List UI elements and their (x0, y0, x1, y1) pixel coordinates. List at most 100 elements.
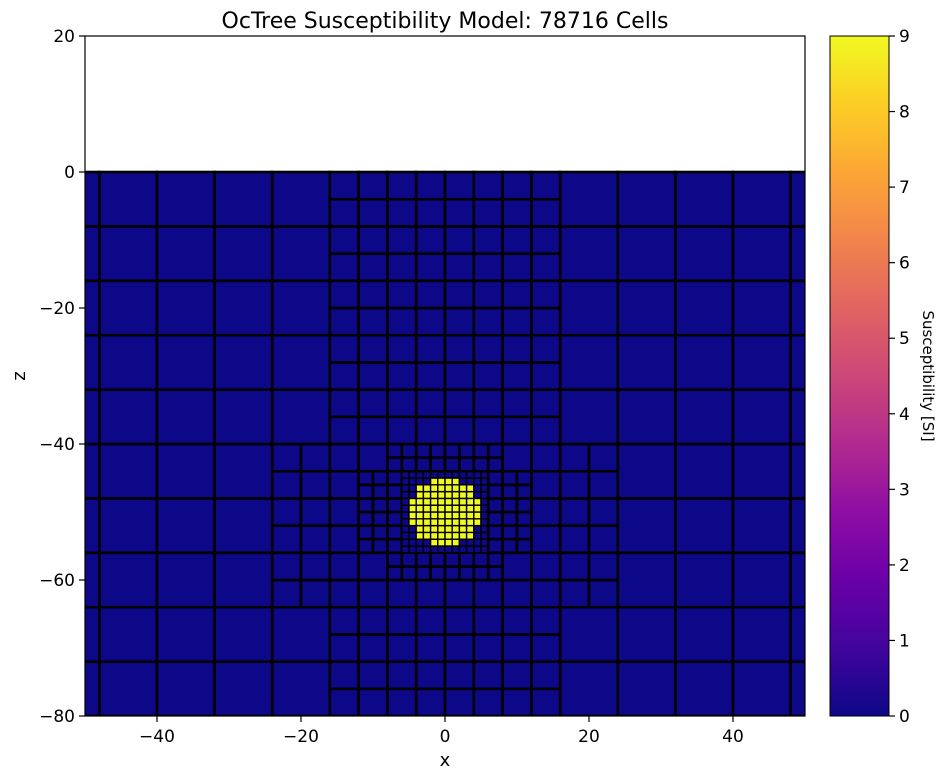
mesh-cell (458, 565, 476, 582)
mesh-cell (414, 415, 447, 446)
mesh-cell (371, 483, 389, 500)
mesh-cell (501, 524, 519, 541)
mesh-cell (443, 415, 476, 446)
mesh-cell (789, 605, 805, 663)
mesh-cell (789, 333, 805, 391)
mesh-cell (386, 524, 404, 541)
mesh-cell (472, 605, 504, 636)
mesh-cell (731, 660, 792, 716)
anomaly-cell (422, 524, 432, 534)
mesh-cell (472, 252, 504, 283)
anomaly-cell (451, 524, 461, 534)
mesh-cell (472, 687, 504, 716)
anomaly-cell (473, 497, 482, 506)
mesh-cell (515, 497, 533, 514)
mesh-cell (501, 306, 533, 337)
mesh-cell (299, 551, 332, 582)
mesh-cell (357, 537, 375, 555)
mesh-cell (401, 490, 410, 500)
anomaly-cell (473, 511, 482, 520)
anomaly-cell (429, 518, 439, 527)
x-tick-label: −40 (139, 727, 175, 747)
mesh-cell (270, 279, 332, 337)
mesh-cell (444, 545, 453, 554)
mesh-cell (328, 551, 360, 582)
mesh-cell (530, 170, 562, 201)
mesh-cell (501, 497, 519, 514)
mesh-cell (401, 518, 410, 527)
mesh-cell (422, 538, 432, 547)
mesh-cell (473, 484, 482, 493)
mesh-cell (501, 333, 533, 364)
mesh-cell (328, 415, 360, 446)
anomaly-cell (415, 484, 425, 493)
mesh-cell (674, 551, 735, 609)
mesh-cell (616, 333, 677, 391)
mesh-cell (501, 605, 533, 636)
mesh-cell (328, 361, 360, 391)
mesh-cell (0, 172, 42, 226)
mesh-cell (270, 388, 332, 446)
anomaly-cell (444, 511, 453, 520)
anomaly-cell (437, 484, 446, 493)
anomaly-cell (444, 490, 453, 500)
y-axis-label: z (9, 371, 30, 380)
mesh-cell (530, 252, 562, 283)
mesh-cell (501, 483, 519, 500)
mesh-cell (616, 551, 677, 609)
mesh-cell (408, 538, 417, 547)
mesh-cell (501, 442, 533, 473)
mesh-cell (155, 225, 216, 283)
mesh-cell (473, 545, 482, 554)
mesh-cell (414, 252, 447, 283)
mesh-cell (299, 578, 332, 609)
mesh-cell (414, 565, 432, 582)
mesh-cell (357, 687, 389, 716)
mesh-cell (616, 225, 677, 283)
mesh-cell (515, 537, 533, 555)
mesh-cell (408, 524, 417, 534)
mesh-cell (213, 605, 274, 663)
mesh-cell (530, 333, 562, 364)
mesh-cell (328, 333, 360, 364)
mesh-cell (155, 388, 216, 446)
mesh-cell (299, 497, 332, 527)
mesh-cell (98, 225, 159, 283)
mesh-cell (213, 225, 274, 283)
mesh-cell (530, 469, 562, 500)
mesh-cell (789, 279, 805, 337)
mesh-cell (270, 551, 303, 582)
colorbar (829, 35, 890, 717)
mesh-cell (472, 333, 504, 364)
mesh-cell (473, 531, 482, 540)
mesh-cell (472, 388, 504, 419)
mesh-cell (414, 333, 447, 364)
mesh-cell (0, 226, 42, 280)
x-tick-label: 40 (722, 727, 744, 747)
mesh-cell (414, 306, 447, 337)
mesh-cell (0, 281, 42, 335)
mesh-cell (98, 660, 159, 716)
anomaly-cell (429, 538, 439, 547)
mesh-cell (473, 490, 482, 500)
mesh-cell (458, 456, 476, 473)
mesh-cells (0, 170, 805, 716)
anomaly-cell (465, 524, 475, 534)
mesh-cell (472, 415, 504, 446)
mesh-cell (414, 687, 447, 716)
anomaly-cell (408, 511, 417, 520)
mesh-cell (443, 633, 476, 663)
anomaly-cell (408, 518, 417, 527)
mesh-cell (414, 170, 447, 201)
mesh-cell (213, 497, 274, 555)
mesh-cell (515, 483, 533, 500)
colorbar-tick-label: 6 (899, 254, 910, 274)
anomaly-cell (465, 497, 475, 506)
mesh-cell (414, 551, 432, 568)
mesh-cell (443, 660, 476, 691)
mesh-cell (155, 660, 216, 716)
mesh-cell (789, 551, 805, 609)
anomaly-cell (429, 497, 439, 506)
mesh-cell (558, 524, 591, 555)
mesh-cell (731, 551, 792, 609)
